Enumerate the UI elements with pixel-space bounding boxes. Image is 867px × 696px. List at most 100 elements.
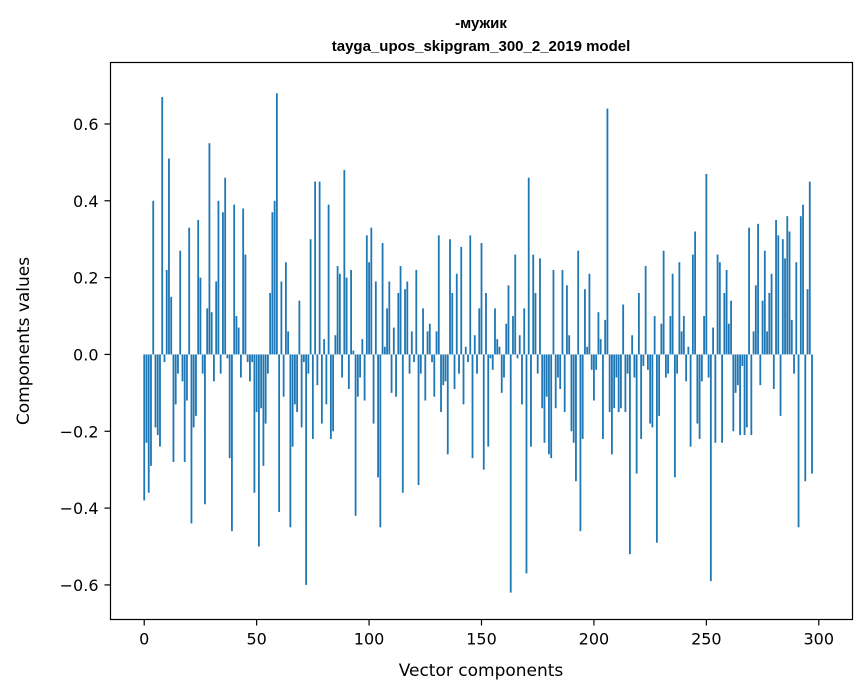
bar: [629, 354, 631, 555]
bar: [327, 204, 330, 355]
bar: [258, 354, 260, 547]
bar: [419, 354, 422, 374]
bar: [802, 204, 804, 355]
bar: [264, 354, 267, 424]
bar: [341, 354, 343, 378]
bar: [359, 354, 361, 378]
y-axis-label: Components values: [14, 257, 34, 425]
bar: [548, 354, 550, 455]
bar: [431, 354, 433, 363]
bar: [311, 354, 314, 439]
bar: [273, 200, 276, 355]
bar: [739, 354, 741, 436]
bar: [748, 227, 750, 355]
bar: [608, 354, 611, 413]
bar: [471, 354, 474, 459]
bar: [806, 289, 809, 355]
bar: [280, 281, 283, 355]
y-tick-label: −0.4: [60, 499, 99, 518]
bar: [754, 285, 757, 355]
bar: [759, 354, 762, 386]
bar: [437, 235, 440, 355]
bar: [195, 354, 197, 416]
bar: [278, 354, 281, 512]
bar: [545, 354, 548, 397]
bar: [714, 354, 717, 443]
bar: [302, 354, 305, 363]
bar: [154, 354, 157, 428]
bar: [644, 266, 647, 355]
y-tick-label: 0.2: [73, 269, 98, 288]
bar: [291, 354, 294, 447]
bar: [626, 354, 629, 374]
bar: [282, 354, 285, 397]
bar: [723, 292, 726, 355]
bar: [222, 212, 224, 355]
bar: [563, 354, 566, 413]
bar: [293, 354, 296, 405]
bar: [464, 346, 467, 355]
bar: [455, 273, 458, 355]
bar: [417, 354, 420, 486]
bar: [586, 346, 589, 355]
bar: [145, 354, 148, 443]
bar: [177, 354, 179, 374]
bar: [460, 246, 463, 355]
bar: [669, 316, 672, 355]
bar: [458, 354, 460, 374]
bar: [255, 354, 258, 413]
bar: [703, 316, 705, 355]
bar: [204, 354, 206, 505]
bar: [514, 254, 517, 355]
bar: [287, 331, 290, 355]
bar: [667, 354, 670, 374]
bar: [512, 316, 514, 355]
bar: [163, 354, 166, 363]
bar: [249, 354, 251, 382]
bar: [379, 354, 382, 528]
bar: [217, 200, 220, 355]
bar: [181, 354, 184, 382]
bar: [451, 292, 454, 355]
bar: [370, 227, 373, 355]
bar: [790, 319, 793, 355]
bar: [240, 354, 242, 378]
bar: [309, 239, 312, 355]
bar: [415, 269, 418, 355]
bar: [150, 354, 152, 466]
bar: [532, 254, 535, 355]
bar: [226, 354, 229, 359]
bar: [251, 354, 254, 363]
bar: [781, 239, 784, 355]
bar: [314, 181, 317, 355]
bar: [500, 354, 503, 393]
bar: [361, 339, 364, 355]
bar: [539, 258, 541, 355]
bar: [386, 308, 388, 355]
bar: [368, 262, 370, 355]
bar: [383, 346, 386, 355]
bar: [186, 354, 188, 401]
bar: [662, 250, 665, 355]
bar: [566, 285, 568, 355]
bar: [323, 339, 326, 355]
bar: [476, 354, 478, 374]
bar: [260, 354, 263, 409]
bar: [143, 354, 146, 501]
bar: [480, 243, 483, 355]
bar: [577, 250, 580, 355]
bar: [307, 354, 310, 374]
bar: [271, 212, 274, 355]
bar: [718, 262, 721, 355]
bar: [799, 216, 802, 355]
bar: [478, 308, 481, 355]
y-axis: −0.6 −0.4 −0.2 0.0 0.2 0.4 0.6: [60, 115, 111, 595]
bar: [206, 308, 209, 355]
chart-subtitle: tayga_upos_skipgram_300_2_2019 model: [332, 38, 631, 55]
bar: [597, 312, 600, 355]
bar: [262, 354, 265, 466]
bar: [269, 292, 272, 355]
bar: [779, 354, 782, 416]
bar: [406, 281, 409, 355]
bar: [235, 316, 238, 355]
